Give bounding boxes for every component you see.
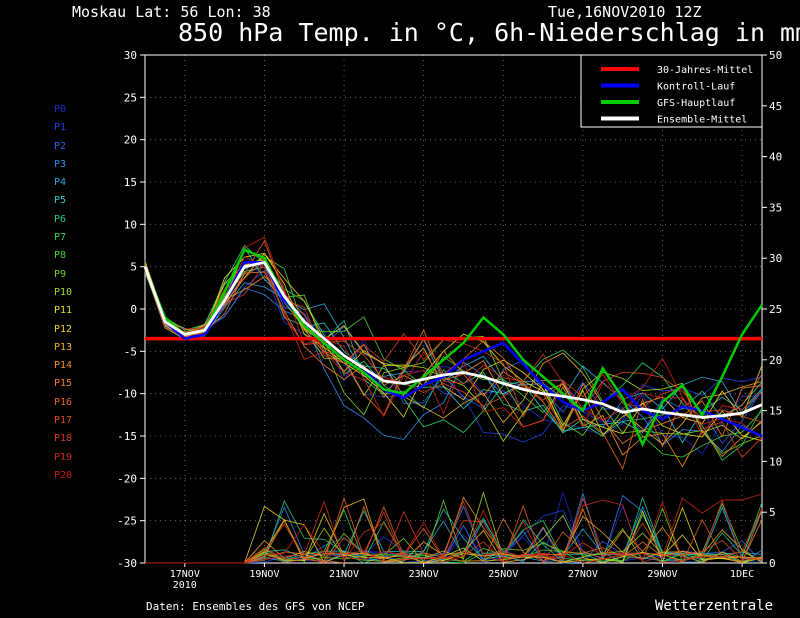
series-line-2 [143, 248, 764, 448]
y-tick-label-left: 5 [130, 261, 137, 274]
member-line-p15 [144, 264, 763, 444]
chart-title: 850 hPa Temp. in °C, 6h-Niederschlag in … [178, 18, 800, 47]
member-line-p14 [144, 266, 763, 468]
member-line-p19 [144, 255, 763, 436]
member-label-p18: P18 [54, 433, 73, 445]
y-tick-label-left: 20 [124, 134, 137, 147]
y-tick-label-left: 10 [124, 218, 137, 231]
member-label-p6: P6 [54, 213, 67, 225]
y-tick-label-right: 25 [769, 303, 782, 316]
member-label-p3: P3 [54, 158, 67, 170]
member-line-p7 [144, 244, 763, 461]
member-line-p20 [144, 236, 763, 440]
y-tick-label-right: 40 [769, 151, 782, 164]
member-precip-p18 [145, 508, 763, 564]
member-precip-p19 [145, 493, 763, 564]
x-tick-label: 1DEC [730, 569, 754, 580]
member-label-p17: P17 [54, 415, 73, 427]
y-tick-label-left: 25 [124, 91, 137, 104]
header-location: Moskau Lat: 56 Lon: 38 [72, 3, 271, 21]
member-precip-p13 [145, 498, 763, 564]
member-label-p1: P1 [54, 122, 67, 134]
y-tick-label-left: -30 [117, 557, 137, 570]
member-line-p1 [144, 262, 763, 443]
series-line-1 [143, 261, 763, 438]
member-label-p8: P8 [54, 250, 67, 262]
y-tick-label-left: 30 [124, 49, 137, 62]
member-line-p11 [144, 252, 763, 442]
member-label-p10: P10 [54, 286, 73, 298]
x-tick-label: 27NOV [568, 569, 598, 580]
member-label-p14: P14 [54, 360, 73, 372]
header-datetime: Tue,16NOV2010 12Z [548, 3, 702, 21]
plot-frame [144, 54, 763, 564]
member-label-p4: P4 [54, 177, 67, 189]
x-tick-label: 29NOV [647, 569, 677, 580]
legend-label-3: Ensemble-Mittel [657, 115, 747, 126]
y-tick-label-left: -5 [124, 345, 137, 358]
member-line-p18 [144, 262, 763, 459]
member-precip-p20 [145, 498, 763, 564]
x-tick-label: 25NOV [488, 569, 518, 580]
member-label-p11: P11 [54, 305, 73, 317]
y-tick-label-left: 0 [130, 303, 137, 316]
x-tick-label: 19NOV [249, 569, 279, 580]
member-label-p19: P19 [54, 451, 73, 463]
member-line-p13 [144, 259, 763, 445]
member-line-p10 [144, 257, 763, 443]
member-line-p16 [144, 240, 763, 471]
member-label-p16: P16 [54, 396, 73, 408]
x-tick-label: 17NOV [170, 569, 200, 580]
member-line-p3 [144, 268, 763, 453]
y-tick-label-left: -15 [117, 430, 137, 443]
y-tick-label-right: 45 [769, 100, 782, 113]
member-list: P0 P1 P2 P3 P4 P5 P6 P7 P8 P9 P10 P11 P12 P13 P14 P15 P1… [54, 101, 72, 485]
member-label-p20: P20 [54, 469, 73, 481]
member-label-p12: P12 [54, 323, 73, 335]
x-tick-label: 23NOV [409, 569, 439, 580]
legend-label-2: GFS-Hauptlauf [657, 98, 735, 109]
member-label-p2: P2 [54, 140, 67, 152]
y-tick-label-right: 5 [769, 506, 776, 519]
member-label-p0: P0 [54, 104, 67, 115]
member-label-p13: P13 [54, 341, 73, 353]
brand-label: Wetterzentrale [655, 598, 774, 614]
legend-label-1: Kontroll-Lauf [657, 82, 735, 93]
y-tick-label-right: 35 [769, 201, 782, 214]
y-tick-label-right: 30 [769, 252, 782, 265]
member-label-p15: P15 [54, 378, 73, 390]
y-tick-label-right: 15 [769, 405, 782, 418]
y-tick-label-left: -20 [117, 472, 137, 485]
x-year-label: 2010 [173, 580, 197, 591]
x-tick-label: 21NOV [329, 569, 359, 580]
y-tick-label-right: 50 [769, 49, 782, 62]
member-line-p9 [144, 265, 763, 455]
member-line-p0 [144, 265, 763, 455]
member-line-p12 [144, 252, 763, 436]
y-tick-label-left: -25 [117, 515, 137, 528]
member-label-p5: P5 [54, 195, 67, 207]
series-line-3 [143, 260, 763, 419]
y-tick-label-right: 10 [769, 455, 782, 468]
data-source: Daten: Ensembles des GFS von NCEP [146, 600, 365, 613]
y-tick-label-left: 15 [124, 176, 137, 189]
y-tick-label-left: -10 [117, 388, 137, 401]
member-label-p7: P7 [54, 232, 67, 244]
legend-label-0: 30-Jahres-Mittel [657, 65, 753, 76]
member-label-p9: P9 [54, 268, 67, 280]
y-tick-label-right: 20 [769, 354, 782, 367]
y-tick-label-right: 0 [769, 557, 776, 570]
